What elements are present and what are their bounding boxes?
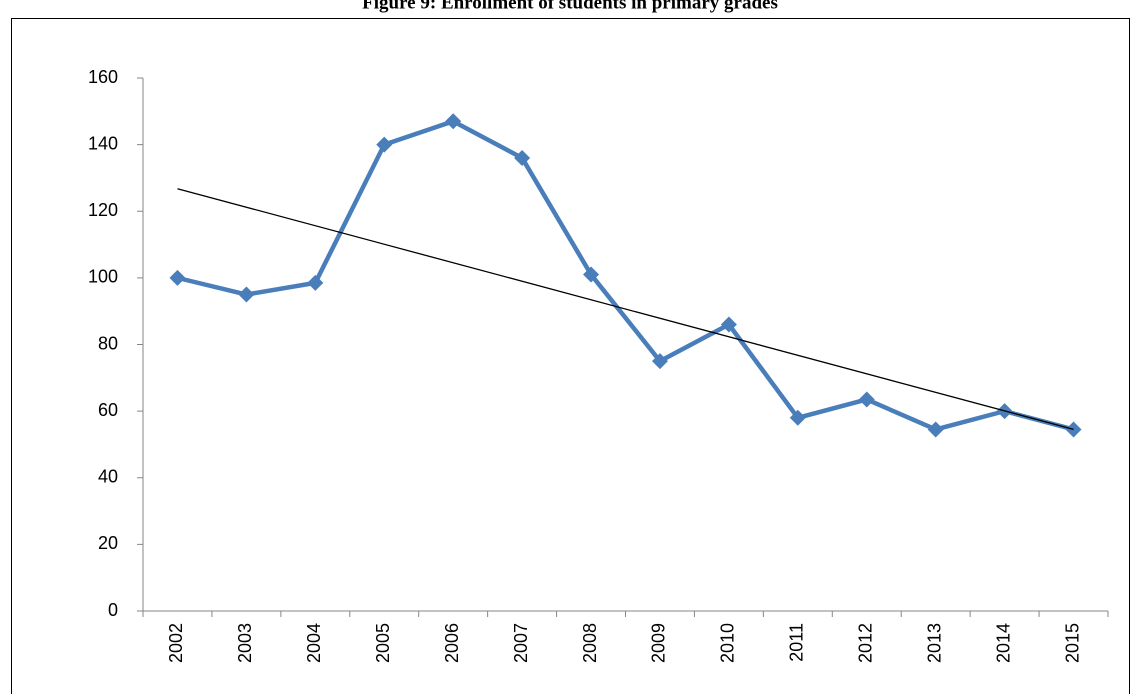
- data-point: [376, 136, 393, 153]
- y-tick-label: 60: [98, 400, 118, 420]
- x-tick-label: 2010: [718, 623, 738, 663]
- y-tick-label: 120: [88, 200, 118, 220]
- y-tick-label: 40: [98, 467, 118, 487]
- data-point: [238, 286, 255, 303]
- x-tick-label: 2002: [166, 623, 186, 663]
- chart-border: [11, 18, 1130, 694]
- x-tick-label: 2005: [373, 623, 393, 663]
- data-point: [169, 269, 186, 286]
- data-point: [651, 353, 668, 370]
- data-point: [1065, 421, 1082, 438]
- x-tick-label: 2013: [924, 623, 944, 663]
- y-tick-label: 80: [98, 333, 118, 353]
- data-point: [927, 421, 944, 438]
- x-tick-label: 2006: [442, 623, 462, 663]
- trendline: [177, 188, 1074, 431]
- y-tick-label: 140: [88, 133, 118, 153]
- y-tick-label: 20: [98, 533, 118, 553]
- x-tick-label: 2012: [856, 623, 876, 663]
- x-tick-label: 2008: [580, 623, 600, 663]
- x-tick-label: 2003: [235, 623, 255, 663]
- chart-title: Figure 9: Enrollment of students in prim…: [362, 0, 778, 13]
- data-point: [789, 409, 806, 426]
- x-tick-label: 2007: [511, 623, 531, 663]
- x-tick-label: 2004: [304, 623, 324, 663]
- data-point: [307, 274, 324, 291]
- x-tick-label: 2009: [649, 623, 669, 663]
- y-tick-label: 0: [108, 600, 118, 620]
- series-line: [176, 119, 1075, 432]
- data-point: [858, 391, 875, 408]
- x-tick-label: 2011: [787, 623, 807, 662]
- x-tick-label: 2014: [993, 623, 1013, 663]
- y-tick-label: 160: [88, 67, 118, 87]
- data-point: [445, 113, 462, 130]
- x-tick-label: 2015: [1062, 623, 1082, 663]
- y-tick-label: 100: [88, 267, 118, 287]
- data-point: [720, 316, 737, 333]
- data-point: [514, 149, 531, 166]
- data-point: [583, 266, 600, 283]
